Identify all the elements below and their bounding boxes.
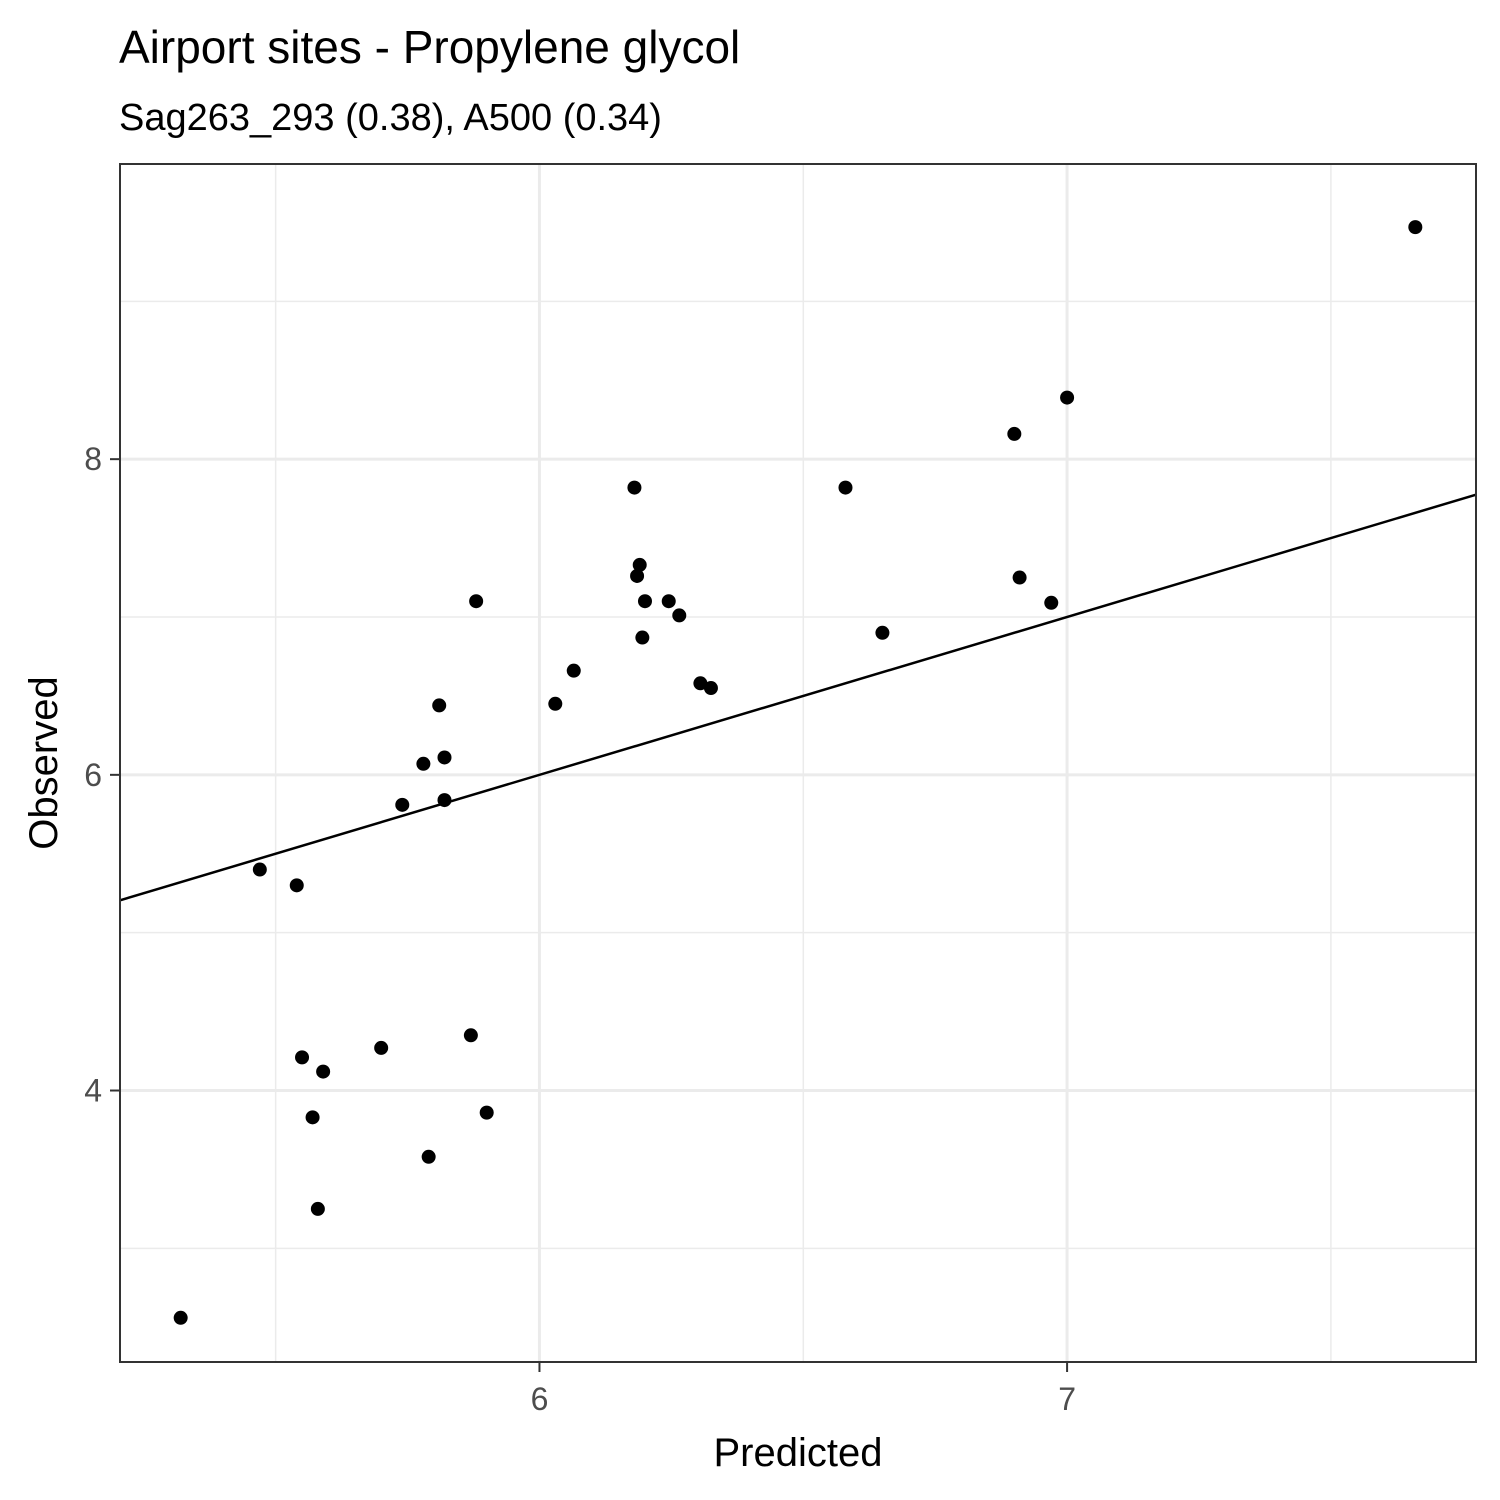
data-point: [479, 1105, 494, 1120]
data-point: [632, 557, 647, 572]
fit-line: [119, 493, 1477, 902]
data-point: [310, 1201, 325, 1216]
data-point: [432, 698, 447, 713]
plot-panel-border: [119, 163, 1477, 1363]
minor-gridlines: [120, 164, 1476, 1362]
data-point: [316, 1064, 331, 1079]
y-tick-label: 4: [84, 1073, 102, 1109]
data-point: [1060, 390, 1075, 405]
data-point: [173, 1310, 188, 1325]
data-point: [838, 480, 853, 495]
data-point: [703, 681, 718, 696]
data-point: [630, 568, 645, 583]
x-tick-label: 6: [531, 1381, 549, 1417]
y-tick-label: 6: [84, 757, 102, 793]
data-point: [875, 625, 890, 640]
data-point: [1007, 426, 1022, 441]
data-point: [437, 793, 452, 808]
data-point: [1044, 595, 1059, 610]
data-point: [637, 594, 652, 609]
data-point: [1012, 570, 1027, 585]
data-point: [548, 696, 563, 711]
data-point: [627, 480, 642, 495]
major-gridlines: [120, 164, 1476, 1362]
data-point: [661, 594, 676, 609]
data-point: [469, 594, 484, 609]
data-point: [395, 797, 410, 812]
data-point: [672, 608, 687, 623]
y-axis-ticks: 4 6 8: [84, 441, 120, 1109]
fit-line-layer: [119, 493, 1477, 902]
data-point: [374, 1040, 389, 1055]
data-point: [463, 1028, 478, 1043]
data-point: [437, 750, 452, 765]
y-axis-title: Observed: [22, 676, 66, 849]
chart-title: Airport sites - Propylene glycol: [119, 21, 740, 73]
chart-subtitle: Sag263_293 (0.38), A500 (0.34): [119, 97, 662, 139]
data-point: [566, 663, 581, 678]
data-point: [305, 1110, 320, 1125]
plot-panel-background: [120, 164, 1476, 1362]
data-point: [693, 676, 708, 691]
data-point: [421, 1149, 436, 1164]
data-point: [1408, 220, 1423, 235]
data-point: [289, 878, 304, 893]
data-point: [295, 1050, 310, 1065]
data-point: [416, 756, 431, 771]
data-point: [252, 862, 267, 877]
x-tick-label: 7: [1058, 1381, 1076, 1417]
data-points: [173, 220, 1423, 1325]
x-axis-title: Predicted: [714, 1431, 883, 1475]
data-point: [635, 630, 650, 645]
y-tick-label: 8: [84, 441, 102, 477]
